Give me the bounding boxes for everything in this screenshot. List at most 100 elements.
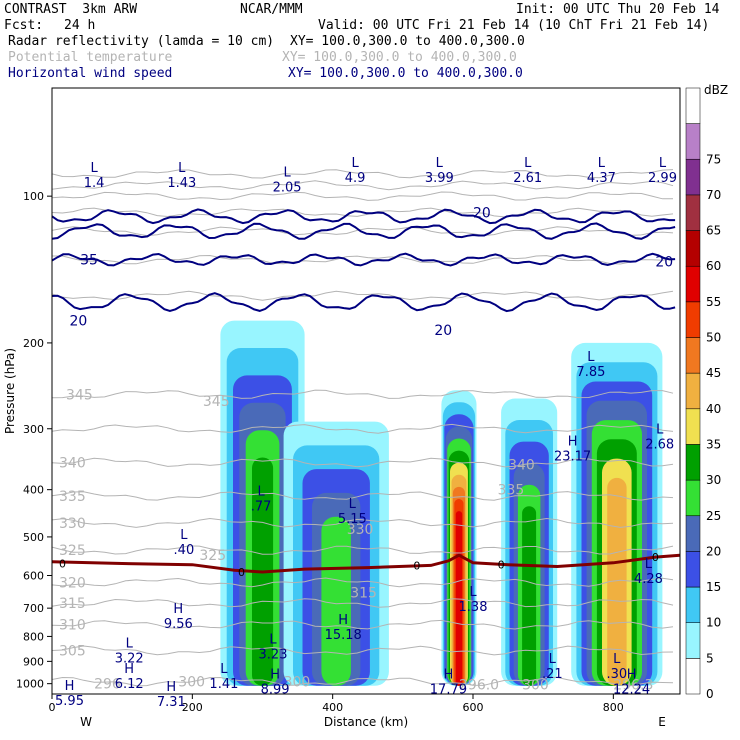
extremum-type-label: L xyxy=(126,636,134,651)
field-coords-wind: XY= 100.0,300.0 to 400.0,300.0 xyxy=(288,66,523,81)
colorbar-label: 5 xyxy=(706,651,714,665)
colorbar-label: 55 xyxy=(706,295,721,309)
field-name-theta: Potential temperature xyxy=(8,50,173,65)
reflectivity-band-1-25 xyxy=(321,516,351,686)
x-tick-label: 200 xyxy=(182,701,203,714)
extremum-type-label: L xyxy=(469,585,477,600)
colorbar-label: 60 xyxy=(706,259,721,273)
y-axis-label: Pressure (hPa) xyxy=(3,348,17,434)
wind-contour-label: 20 xyxy=(473,205,491,221)
theta-contour-label: 315 xyxy=(350,586,377,602)
extremum-value-label: 23.17 xyxy=(554,450,591,465)
y-tick-label: 300 xyxy=(23,423,44,436)
colorbar-swatch-10 xyxy=(685,586,701,623)
theta-contour-label: 325 xyxy=(59,543,86,559)
colorbar-swatch-70 xyxy=(685,159,701,196)
extremum-type-label: H xyxy=(173,602,183,617)
extremum-type-label: H xyxy=(270,668,280,683)
extremum-type-label: L xyxy=(524,156,532,171)
theta-isoline xyxy=(52,645,674,656)
extremum-value-label: 12.24 xyxy=(613,683,650,698)
theta-isoline xyxy=(52,290,674,301)
extremum-type-label: L xyxy=(645,557,653,572)
wind-isoline xyxy=(52,252,676,267)
model-title: CONTRAST 3km ARW xyxy=(4,2,138,17)
extremum-value-label: 9.56 xyxy=(164,617,193,632)
extremum-value-label: 2.99 xyxy=(648,171,677,186)
extremum-value-label: .40 xyxy=(174,543,195,558)
y-tick-label: 900 xyxy=(23,655,44,668)
theta-isoline xyxy=(52,389,674,399)
theta-isoline xyxy=(52,545,674,555)
extremum-type-label: L xyxy=(656,423,664,438)
theta-contour-label: 335 xyxy=(59,489,86,505)
x-axis-left-label: W xyxy=(80,715,92,729)
extremum-value-label: 7.85 xyxy=(576,365,605,380)
x-axis-right-label: E xyxy=(658,715,666,729)
theta-isoline xyxy=(52,423,674,434)
colorbar-label: 30 xyxy=(706,473,721,487)
theta-contour-label: 315 xyxy=(59,596,86,612)
theta-contour-label: 296.0 xyxy=(459,678,499,694)
colorbar-label: 15 xyxy=(706,580,721,594)
theta-contour-label: 340 xyxy=(59,456,86,472)
colorbar-swatch-60 xyxy=(685,230,701,267)
colorbar-top-cap xyxy=(685,87,701,124)
extremum-type-label: L xyxy=(257,485,265,500)
extremum-type-label: H xyxy=(568,435,578,450)
extremum-value-label: 4.9 xyxy=(345,171,366,186)
y-tick-label: 500 xyxy=(23,531,44,544)
wind-isoline xyxy=(52,222,676,240)
theta-contour-label: 305 xyxy=(59,644,86,660)
theta-contour-label: 325 xyxy=(199,548,226,564)
x-tick-label: 400 xyxy=(322,701,343,714)
theta-contour-label: 345 xyxy=(203,394,230,410)
extremum-type-label: L xyxy=(180,528,188,543)
colorbar-label: 65 xyxy=(706,224,721,238)
colorbar-label: 25 xyxy=(706,509,721,523)
theta-contour-label: 330 xyxy=(347,522,374,538)
wind-isoline xyxy=(52,292,676,313)
field-coords-reflectivity: XY= 100.0,300.0 to 400.0,300.0 xyxy=(290,34,525,49)
extremum-value-label: 4.28 xyxy=(634,572,663,587)
extremum-type-label: H xyxy=(124,662,134,677)
reflectivity-band-2-55 xyxy=(455,511,463,686)
theta-isoline xyxy=(52,517,674,528)
extremum-type-label: L xyxy=(351,156,359,171)
forecast-hour: 24 h xyxy=(64,18,96,33)
colorbar-swatch-5 xyxy=(685,622,701,659)
extremum-value-label: 1.43 xyxy=(167,176,196,191)
extremum-type-label: L xyxy=(587,350,595,365)
wind-contour-label: 20 xyxy=(70,314,88,330)
plot-frame xyxy=(51,87,681,695)
theta-isoline xyxy=(52,676,674,687)
theta-isoline xyxy=(52,577,674,588)
x-tick-label: 0 xyxy=(49,701,56,714)
extremum-value-label: 2.61 xyxy=(513,171,542,186)
theta-isoline xyxy=(52,169,674,179)
colorbar-swatch-0 xyxy=(685,658,701,695)
freezing-level-label: 0 xyxy=(652,551,659,564)
colorbar-swatch-50 xyxy=(685,301,701,338)
colorbar-label: 20 xyxy=(706,544,721,558)
extremum-type-label: L xyxy=(613,652,621,667)
extremum-type-label: H xyxy=(65,679,75,694)
freezing-level-label: 0 xyxy=(413,559,420,572)
extremum-value-label: .30 xyxy=(606,667,627,682)
colorbar-label: 40 xyxy=(706,402,721,416)
colorbar-swatch-65 xyxy=(685,194,701,231)
y-tick-label: 600 xyxy=(23,570,44,583)
extremum-value-label: 5.95 xyxy=(55,694,84,709)
extremum-value-label: 15.18 xyxy=(325,628,362,643)
y-tick-label: 400 xyxy=(23,484,44,497)
colorbar-swatch-25 xyxy=(685,479,701,516)
extremum-value-label: 1.41 xyxy=(209,677,238,692)
y-tick-label: 800 xyxy=(23,630,44,643)
extremum-type-label: L xyxy=(659,156,667,171)
extremum-value-label: 6.12 xyxy=(115,677,144,692)
extremum-value-label: 5.15 xyxy=(338,512,367,527)
theta-contour-label: 300 xyxy=(522,678,549,694)
reflectivity-band-3-30 xyxy=(522,506,537,686)
colorbar-unit: dBZ xyxy=(704,83,728,97)
extremum-value-label: .77 xyxy=(251,500,272,515)
